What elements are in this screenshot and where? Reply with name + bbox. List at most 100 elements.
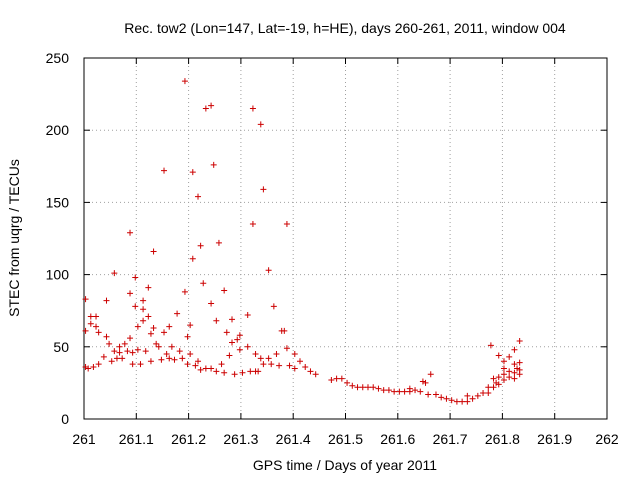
x-tick-label: 261.3 bbox=[223, 431, 258, 447]
data-point bbox=[174, 310, 181, 317]
data-point bbox=[506, 368, 513, 375]
data-point bbox=[495, 352, 502, 359]
data-point bbox=[229, 316, 236, 323]
data-point bbox=[375, 385, 382, 392]
data-point bbox=[283, 345, 290, 352]
data-point bbox=[134, 323, 141, 330]
data-point bbox=[485, 384, 492, 391]
y-tick-label: 100 bbox=[46, 267, 70, 283]
data-point bbox=[370, 384, 377, 391]
data-point bbox=[283, 221, 290, 228]
data-point bbox=[187, 351, 194, 358]
data-point bbox=[265, 267, 272, 274]
data-point bbox=[307, 368, 314, 375]
data-point bbox=[286, 362, 293, 369]
data-point bbox=[500, 377, 507, 384]
data-point bbox=[129, 349, 136, 356]
data-point bbox=[276, 362, 283, 369]
data-point bbox=[514, 365, 521, 372]
data-point bbox=[168, 343, 175, 350]
data-point bbox=[302, 364, 309, 371]
data-point bbox=[328, 377, 335, 384]
data-point bbox=[95, 361, 102, 368]
data-point bbox=[252, 351, 259, 358]
data-point bbox=[391, 388, 398, 395]
data-point bbox=[453, 398, 460, 405]
data-point bbox=[244, 343, 251, 350]
y-tick-label: 200 bbox=[46, 122, 70, 138]
x-tick-label: 261.5 bbox=[328, 431, 363, 447]
data-point bbox=[87, 320, 94, 327]
data-point bbox=[354, 384, 361, 391]
x-tick-label: 261.2 bbox=[171, 431, 206, 447]
data-point bbox=[221, 369, 228, 376]
data-point bbox=[82, 296, 89, 303]
data-point bbox=[364, 384, 371, 391]
data-point bbox=[179, 355, 186, 362]
data-point bbox=[511, 369, 518, 376]
data-point bbox=[490, 375, 497, 382]
data-point bbox=[137, 361, 144, 368]
data-point bbox=[145, 313, 152, 320]
x-tick-label: 261.8 bbox=[485, 431, 520, 447]
data-point bbox=[155, 343, 162, 350]
data-point bbox=[270, 303, 277, 310]
data-point bbox=[202, 105, 209, 112]
data-point bbox=[132, 274, 139, 281]
data-point bbox=[140, 317, 147, 324]
data-point bbox=[338, 375, 345, 382]
data-point bbox=[281, 327, 288, 334]
data-point bbox=[490, 384, 497, 391]
data-point bbox=[469, 395, 476, 402]
data-point bbox=[208, 102, 215, 109]
data-point bbox=[147, 358, 154, 365]
data-point bbox=[359, 384, 366, 391]
data-point bbox=[213, 368, 220, 375]
data-point bbox=[419, 378, 426, 385]
data-point bbox=[236, 332, 243, 339]
data-point bbox=[221, 287, 228, 294]
data-point bbox=[273, 351, 280, 358]
data-point bbox=[480, 390, 487, 397]
data-point bbox=[265, 355, 272, 362]
data-point bbox=[249, 105, 256, 112]
data-point bbox=[161, 329, 168, 336]
x-tick-label: 261.1 bbox=[119, 431, 154, 447]
data-point bbox=[111, 270, 118, 277]
data-point bbox=[448, 397, 455, 404]
data-point bbox=[106, 340, 113, 347]
x-tick-label: 261.6 bbox=[380, 431, 415, 447]
data-point bbox=[195, 193, 202, 200]
data-point bbox=[163, 351, 170, 358]
data-point bbox=[412, 387, 419, 394]
y-tick-label: 0 bbox=[61, 411, 69, 427]
data-point bbox=[495, 374, 502, 381]
data-point bbox=[296, 358, 303, 365]
data-point bbox=[427, 371, 434, 378]
data-point bbox=[187, 322, 194, 329]
data-point bbox=[127, 335, 134, 342]
data-point bbox=[93, 323, 100, 330]
data-point bbox=[200, 280, 207, 287]
data-point bbox=[249, 221, 256, 228]
data-point bbox=[349, 382, 356, 389]
data-point bbox=[90, 364, 97, 371]
data-point bbox=[121, 340, 128, 347]
data-point bbox=[255, 368, 262, 375]
data-point bbox=[166, 323, 173, 330]
data-point bbox=[244, 312, 251, 319]
data-point bbox=[495, 381, 502, 388]
data-point bbox=[129, 361, 136, 368]
data-point bbox=[432, 391, 439, 398]
x-tick-label: 261 bbox=[72, 431, 96, 447]
data-point bbox=[291, 351, 298, 358]
data-point bbox=[116, 343, 123, 350]
data-point bbox=[140, 306, 147, 313]
data-point bbox=[493, 379, 500, 386]
data-point bbox=[229, 339, 236, 346]
data-point bbox=[192, 362, 199, 369]
y-tick-label: 50 bbox=[53, 339, 69, 355]
data-point bbox=[260, 361, 267, 368]
data-point bbox=[208, 365, 215, 372]
